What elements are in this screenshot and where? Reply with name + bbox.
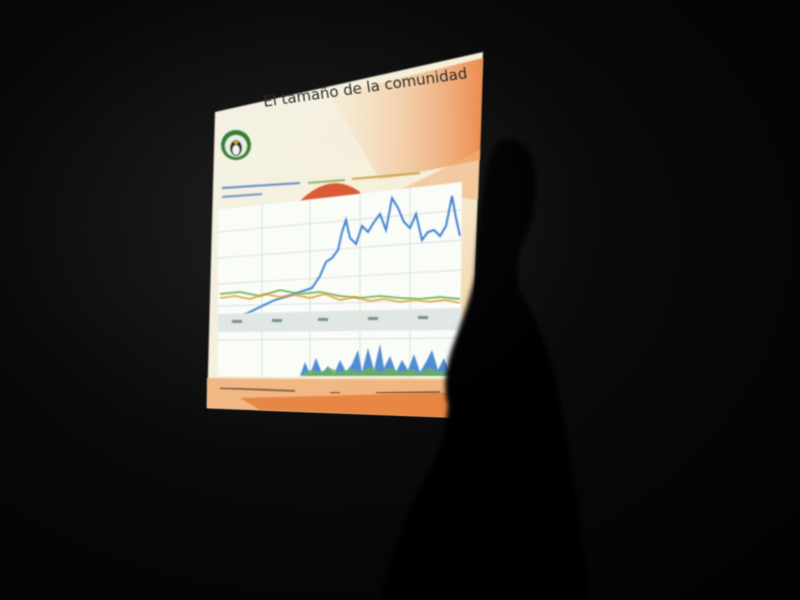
- chart-panel: [218, 182, 462, 378]
- slide-accent-band: [330, 58, 483, 180]
- timeline-band: [218, 308, 462, 332]
- timeline-ticks: [232, 316, 428, 323]
- penguin-logo-icon: [221, 130, 251, 160]
- chart-gridlines: [217, 188, 463, 378]
- slide-footer-blur: [219, 387, 441, 394]
- series-blue-line: [237, 195, 461, 319]
- series-orange-line: [219, 293, 461, 304]
- chart-legend-blur: [221, 172, 421, 198]
- slide-bottom-strip-dark: [240, 392, 470, 418]
- presenter-silhouette: [380, 139, 590, 600]
- activity-bars: [300, 344, 462, 376]
